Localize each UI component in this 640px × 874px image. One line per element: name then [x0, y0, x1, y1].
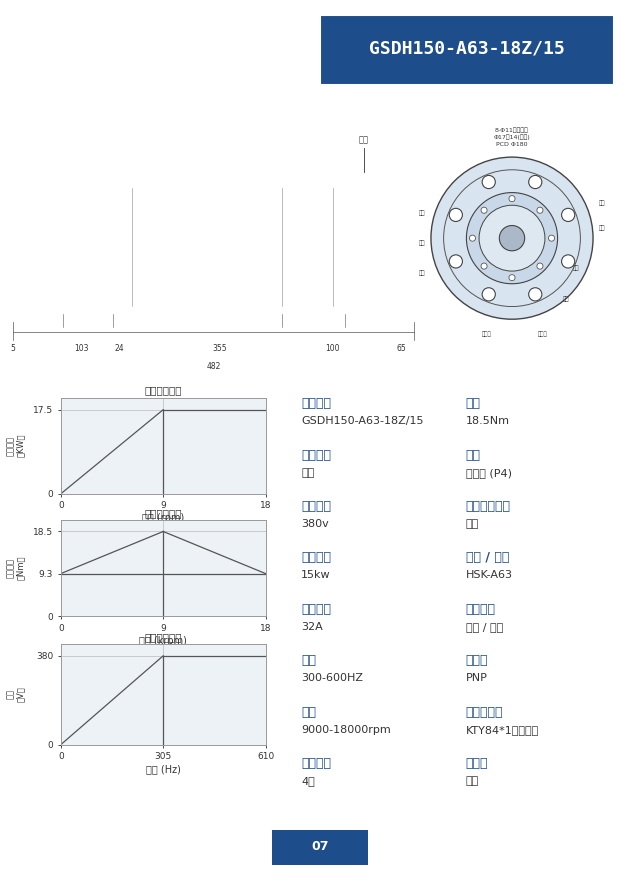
Circle shape	[482, 288, 495, 301]
Text: 环境: 环境	[599, 200, 605, 205]
Text: 电机极数: 电机极数	[301, 757, 332, 770]
Circle shape	[499, 225, 525, 251]
Text: KTY84*1（选配）: KTY84*1（选配）	[466, 725, 539, 735]
Text: 异步: 异步	[301, 468, 314, 477]
Text: GSDH150-A63-18Z/15: GSDH150-A63-18Z/15	[301, 416, 424, 427]
Text: 轴壳: 轴壳	[599, 225, 605, 231]
Text: 额定电压: 额定电压	[301, 500, 332, 513]
Circle shape	[431, 157, 593, 319]
Circle shape	[449, 255, 463, 268]
Circle shape	[509, 274, 515, 281]
Text: 8-Φ11（通孔）: 8-Φ11（通孔）	[495, 128, 529, 133]
Text: 油缸: 油缸	[359, 135, 369, 145]
X-axis label: 转速 (krpm): 转速 (krpm)	[140, 635, 187, 646]
Text: 电磁铁: 电磁铁	[482, 332, 492, 337]
Text: 轴承: 轴承	[466, 448, 481, 461]
Text: 自动换刀式主轴: 自动换刀式主轴	[93, 53, 136, 63]
Circle shape	[537, 263, 543, 269]
Circle shape	[470, 235, 476, 241]
Circle shape	[467, 192, 557, 284]
Text: 355: 355	[212, 343, 227, 353]
Text: 陶瓷球 (P4): 陶瓷球 (P4)	[466, 468, 511, 477]
Text: 频率: 频率	[301, 655, 316, 667]
Text: 24: 24	[115, 343, 124, 353]
Text: 15kw: 15kw	[301, 571, 331, 580]
Text: 100: 100	[325, 343, 340, 353]
Text: 额定功率: 额定功率	[301, 551, 332, 565]
Text: 水冷 / 油冷: 水冷 / 油冷	[466, 621, 503, 632]
Text: 编码器: 编码器	[466, 757, 488, 770]
Text: 9000-18000rpm: 9000-18000rpm	[301, 725, 391, 735]
Text: 07: 07	[311, 840, 329, 853]
Text: 5: 5	[10, 343, 15, 353]
Circle shape	[561, 208, 575, 221]
Circle shape	[481, 263, 487, 269]
Text: 482: 482	[206, 363, 221, 371]
Circle shape	[548, 235, 554, 241]
Text: 额定电流: 额定电流	[301, 603, 332, 616]
Text: 冷却方式: 冷却方式	[466, 603, 495, 616]
Text: 65: 65	[397, 343, 406, 353]
Text: 电机型号: 电机型号	[301, 397, 332, 410]
FancyBboxPatch shape	[272, 829, 368, 865]
Text: 油管: 油管	[573, 266, 579, 271]
Text: 32A: 32A	[301, 621, 323, 632]
Text: 103: 103	[74, 343, 89, 353]
Text: PNP: PNP	[466, 673, 488, 683]
Text: 输出功率
（Nm）: 输出功率 （Nm）	[6, 556, 26, 580]
Text: Φ17深14(沉孔): Φ17深14(沉孔)	[493, 135, 531, 141]
Text: 弹簧座: 弹簧座	[538, 332, 547, 337]
Text: 选装: 选装	[466, 776, 479, 786]
Text: 电压
（V）: 电压 （V）	[6, 686, 26, 703]
Text: 电机类型: 电机类型	[301, 448, 332, 461]
Circle shape	[449, 208, 463, 221]
Text: 温度传感器: 温度传感器	[466, 705, 503, 718]
Text: 380v: 380v	[301, 519, 329, 529]
Text: 4极: 4极	[301, 776, 315, 786]
Text: RX: RX	[26, 31, 68, 59]
Text: 输出功率
（KW）: 输出功率 （KW）	[6, 434, 26, 457]
Text: PCD Φ180: PCD Φ180	[496, 142, 528, 147]
Circle shape	[529, 176, 542, 189]
Title: 扳矩转速曲线: 扳矩转速曲线	[145, 508, 182, 518]
X-axis label: 频率 (Hz): 频率 (Hz)	[146, 764, 180, 774]
Text: +: +	[67, 21, 80, 36]
Text: HSK-A63: HSK-A63	[466, 571, 513, 580]
Text: 轴承: 轴承	[419, 240, 425, 246]
Text: 扳矩: 扳矩	[466, 397, 481, 410]
Circle shape	[529, 288, 542, 301]
Text: 油脂: 油脂	[466, 519, 479, 529]
Text: 300-600HZ: 300-600HZ	[301, 673, 364, 683]
Text: 转速: 转速	[301, 705, 316, 718]
Text: 转子: 转子	[419, 271, 425, 276]
Text: 轴承润滑方式: 轴承润滑方式	[466, 500, 511, 513]
X-axis label: 转速 (rpm): 转速 (rpm)	[142, 513, 184, 524]
FancyBboxPatch shape	[320, 15, 614, 86]
Text: 气隙: 气隙	[563, 296, 569, 302]
Title: 电压频率曲线: 电压频率曲线	[145, 632, 182, 642]
Text: 刀把 / 筒夹: 刀把 / 筒夹	[466, 551, 509, 565]
Title: 功率转速曲线: 功率转速曲线	[145, 385, 182, 396]
Text: 传感器: 传感器	[466, 655, 488, 667]
Circle shape	[537, 207, 543, 213]
Text: 夹紧: 夹紧	[419, 210, 425, 216]
Text: GSDH150-A63-18Z/15: GSDH150-A63-18Z/15	[369, 39, 565, 57]
Circle shape	[561, 255, 575, 268]
Circle shape	[481, 207, 487, 213]
Circle shape	[509, 196, 515, 202]
Text: 18.5Nm: 18.5Nm	[466, 416, 509, 427]
Circle shape	[482, 176, 495, 189]
Circle shape	[479, 205, 545, 271]
